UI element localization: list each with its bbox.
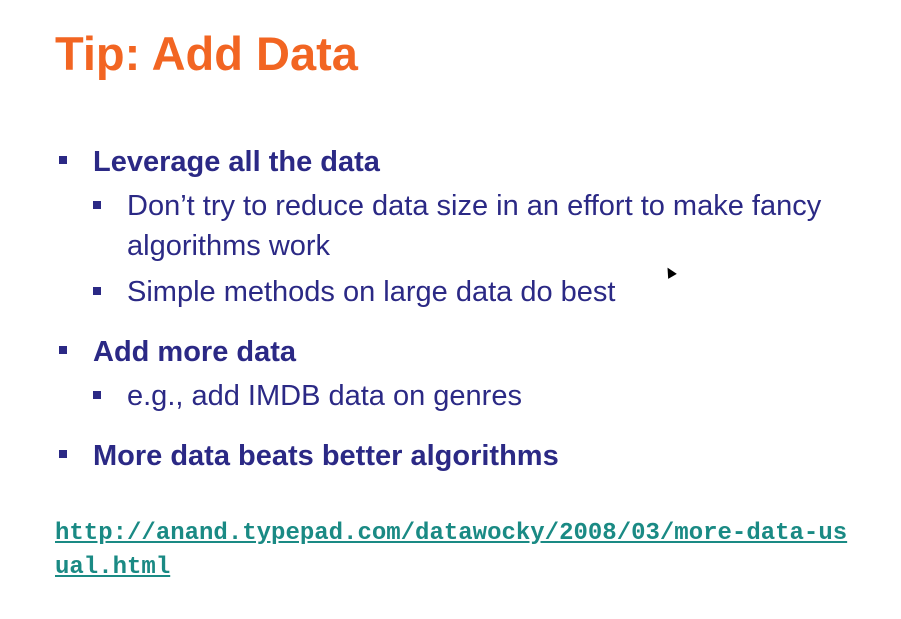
sub-bullet-item: e.g., add IMDB data on genres: [93, 376, 857, 416]
bullet-add-more-data: Add more data e.g., add IMDB data on gen…: [57, 330, 857, 416]
sub-bullet-item: Don’t try to reduce data size in an effo…: [93, 186, 857, 266]
square-bullet-icon: [93, 201, 101, 209]
bullet-list: Leverage all the data Don’t try to reduc…: [57, 140, 857, 478]
sub-bullet-text: e.g., add IMDB data on genres: [127, 380, 522, 412]
sub-list: Don’t try to reduce data size in an effo…: [93, 186, 857, 312]
sub-list: e.g., add IMDB data on genres: [93, 376, 857, 416]
bullet-text: Leverage all the data: [93, 146, 380, 178]
reference-link[interactable]: http://anand.typepad.com/datawocky/2008/…: [55, 520, 848, 581]
sub-bullet-text: Simple methods on large data do best: [127, 276, 616, 308]
bullet-more-data-beats-algorithms: More data beats better algorithms: [57, 434, 857, 478]
sub-bullet-item: Simple methods on large data do best: [93, 272, 857, 312]
bullet-text: Add more data: [93, 336, 297, 368]
square-bullet-icon: [59, 156, 67, 164]
square-bullet-icon: [59, 346, 67, 354]
slide-title: Tip: Add Data: [55, 27, 358, 80]
bullet-text: More data beats better algorithms: [93, 440, 559, 472]
bullet-leverage-all-data: Leverage all the data Don’t try to reduc…: [57, 140, 857, 312]
square-bullet-icon: [59, 450, 67, 458]
square-bullet-icon: [93, 391, 101, 399]
square-bullet-icon: [93, 287, 101, 295]
sub-bullet-text: Don’t try to reduce data size in an effo…: [127, 190, 822, 262]
